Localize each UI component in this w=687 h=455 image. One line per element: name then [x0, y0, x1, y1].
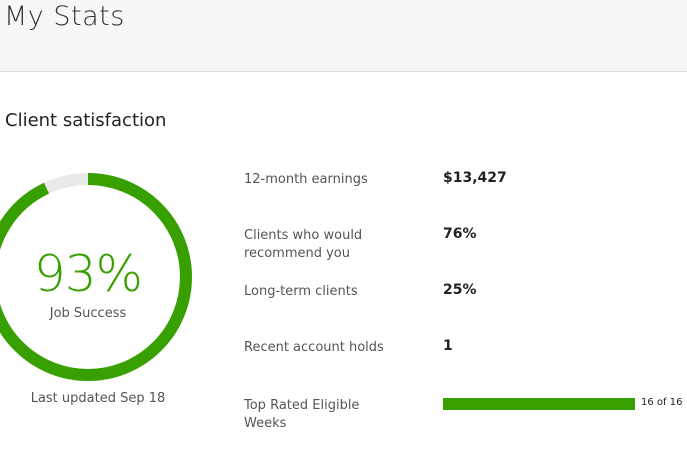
top-rated-progress-fill: [443, 398, 635, 410]
job-success-label: Job Success: [49, 306, 127, 321]
top-rated-progress-bar: [443, 398, 635, 410]
stat-label-recommend: Clients who would recommend you: [244, 228, 363, 261]
stat-value-earnings: $13,427: [443, 170, 507, 186]
stat-label-top-rated: Top Rated Eligible Weeks: [244, 398, 360, 431]
job-success-percent: 93%: [33, 245, 143, 303]
top-rated-progress-text: 16 of 16: [641, 397, 683, 408]
page-header: My Stats: [0, 0, 687, 72]
job-success-ring: [0, 173, 192, 381]
stat-value-holds: 1: [443, 338, 453, 354]
section-title: Client satisfaction: [5, 110, 167, 131]
stat-label-earnings: 12-month earnings: [244, 172, 368, 187]
page-title: My Stats: [4, 1, 125, 32]
stat-value-recommend: 76%: [443, 226, 477, 242]
stat-value-long-term: 25%: [443, 282, 477, 298]
last-updated-text: Last updated Sep 18: [30, 391, 166, 406]
stat-label-holds: Recent account holds: [244, 340, 384, 355]
job-success-gauge: 93% Job Success: [0, 165, 200, 389]
stat-label-long-term: Long-term clients: [244, 284, 358, 299]
ring-progress: [0, 173, 192, 381]
